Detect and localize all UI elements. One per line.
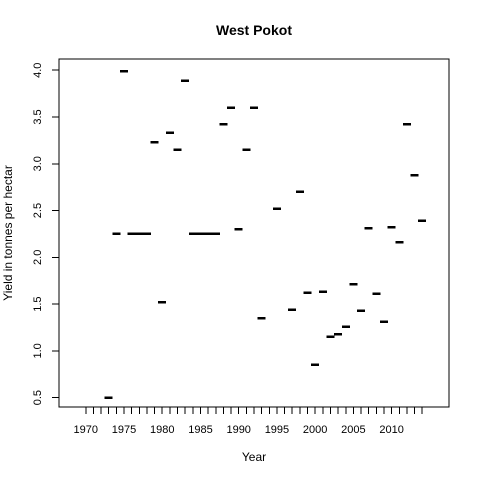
x-tick-label: 1975 — [112, 424, 136, 436]
y-tick-label: 1.0 — [32, 343, 44, 358]
x-tick-label: 1980 — [150, 424, 174, 436]
y-axis-label: Yield in tonnes per hectar — [1, 165, 15, 301]
x-tick-label: 2000 — [303, 424, 327, 436]
y-tick-label: 2.0 — [32, 250, 44, 265]
x-tick-label: 1995 — [265, 424, 289, 436]
y-axis: 0.5 1.0 1.5 2.0 2.5 3.0 3.5 4.0 — [32, 63, 60, 405]
y-tick-label: 3.5 — [32, 109, 44, 124]
x-tick-label: 1990 — [226, 424, 250, 436]
chart-title: West Pokot — [216, 22, 292, 38]
y-tick-label: 1.5 — [32, 296, 44, 311]
y-tick-label: 3.0 — [32, 156, 44, 171]
y-tick-label: 0.5 — [32, 390, 44, 405]
x-tick-label: 2010 — [379, 424, 403, 436]
y-tick-label: 2.5 — [32, 203, 44, 218]
data-points — [104, 69, 427, 399]
x-tick-label: 2005 — [341, 424, 365, 436]
x-tick-label: 1970 — [74, 424, 98, 436]
x-axis-label: Year — [242, 450, 266, 464]
x-tick-label: 1985 — [188, 424, 212, 436]
y-tick-label: 4.0 — [32, 63, 44, 78]
x-axis: 1970 1975 1980 1985 1990 1995 2000 2005 2010 — [74, 406, 423, 436]
